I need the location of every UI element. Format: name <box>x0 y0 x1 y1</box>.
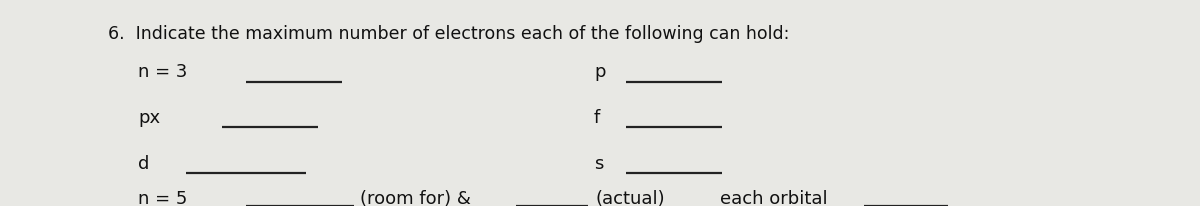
Text: (actual): (actual) <box>595 189 665 206</box>
Text: 6.  Indicate the maximum number of electrons each of the following can hold:: 6. Indicate the maximum number of electr… <box>108 25 790 43</box>
Text: (room for) &: (room for) & <box>360 189 470 206</box>
Text: px: px <box>138 109 160 126</box>
Text: n = 3: n = 3 <box>138 63 187 81</box>
Text: s: s <box>594 154 604 172</box>
Text: p: p <box>594 63 606 81</box>
Text: d: d <box>138 154 149 172</box>
Text: each orbital: each orbital <box>720 189 828 206</box>
Text: n = 5: n = 5 <box>138 189 187 206</box>
Text: f: f <box>594 109 600 126</box>
